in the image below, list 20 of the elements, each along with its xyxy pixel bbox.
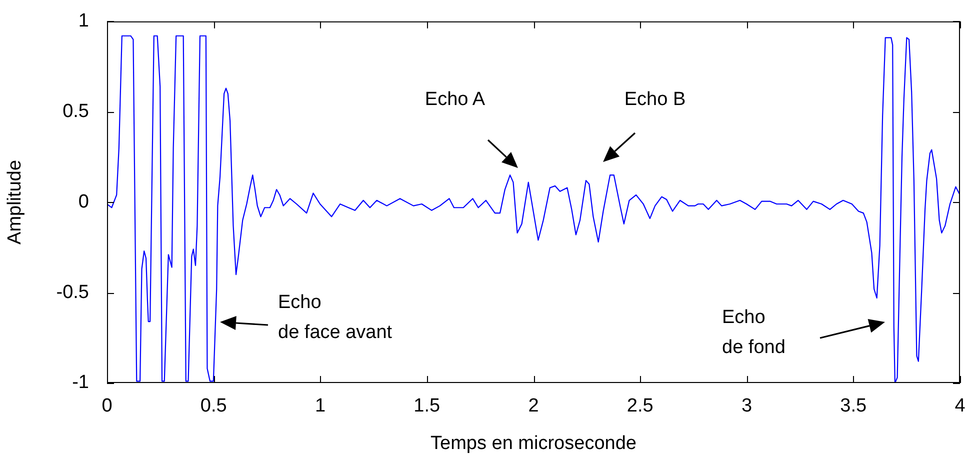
y-tick-label: 0.5 [62,101,89,122]
annotation: Echo A [424,88,486,112]
x-tick-label: 0.5 [200,396,227,417]
annotation: Echo de face avant [278,291,392,345]
x-tick-label: 2.5 [626,396,654,417]
y-tick-label: 1 [78,10,89,32]
y-tick-label: -0.5 [56,282,89,303]
x-tick-label: 2 [528,396,539,417]
x-tick-label: 3 [741,396,752,417]
x-tick-label: 1.5 [414,396,440,417]
x-tick-label: 0 [102,396,112,417]
x-tick-label: 3.5 [840,396,867,417]
x-tick-label: 1 [314,396,326,417]
annotation: Echo de fond [722,306,786,360]
y-axis-title: Amplitude [4,160,26,244]
y-tick-label: 0 [78,191,89,212]
x-axis-title: Temps en microseconde [430,432,636,454]
annotation: Echo B [624,88,686,112]
x-tick-label: 4 [954,396,966,417]
y-tick-label: -1 [72,372,89,394]
